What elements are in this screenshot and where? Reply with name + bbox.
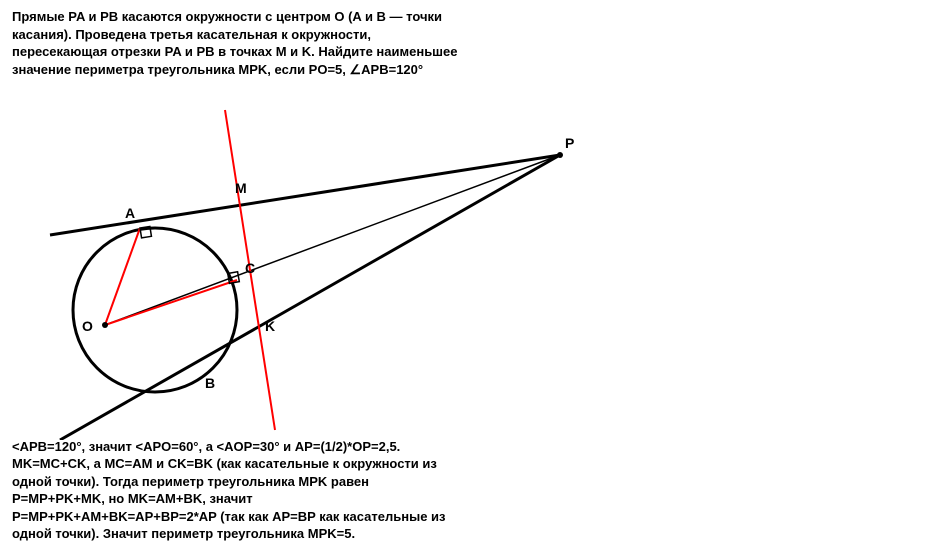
line-pb	[60, 155, 560, 440]
problem-line: касания). Проведена третья касательная к…	[12, 26, 457, 44]
geometry-diagram: P A M O C K B	[40, 100, 600, 440]
point-p	[557, 152, 563, 158]
label-c: C	[245, 260, 255, 276]
label-m: M	[235, 180, 247, 196]
line-oc	[105, 280, 237, 325]
solution-line: P=MP+PK+MK, но MK=AM+BK, значит	[12, 490, 446, 508]
label-k: K	[265, 318, 275, 334]
label-o: O	[82, 318, 93, 334]
problem-line: Прямые PA и PB касаются окружности с цен…	[12, 8, 457, 26]
solution-line: MK=MC+CK, а MC=AM и CK=BK (как касательн…	[12, 455, 446, 473]
solution-line: P=MP+PK+AM+BK=AP+BP=2*AP (так как AP=BP …	[12, 508, 446, 526]
label-b: B	[205, 375, 215, 391]
label-p: P	[565, 135, 574, 151]
problem-line: пересекающая отрезки PA и PB в точках M …	[12, 43, 457, 61]
point-o	[102, 322, 108, 328]
diagram-svg	[40, 100, 600, 440]
label-a: A	[125, 205, 135, 221]
solution-line: одной точки). Тогда периметр треугольник…	[12, 473, 446, 491]
line-op	[105, 155, 560, 325]
solution-line: одной точки). Значит периметр треугольни…	[12, 525, 446, 543]
problem-line: значение периметра треугольника MPK, есл…	[12, 61, 457, 79]
solution-line: <APB=120°, значит <APO=60°, а <AOP=30° и…	[12, 438, 446, 456]
line-pa	[50, 155, 560, 235]
solution-text: <APB=120°, значит <APO=60°, а <AOP=30° и…	[12, 438, 446, 543]
problem-statement: Прямые PA и PB касаются окружности с цен…	[12, 8, 457, 78]
circle-o	[73, 228, 237, 392]
